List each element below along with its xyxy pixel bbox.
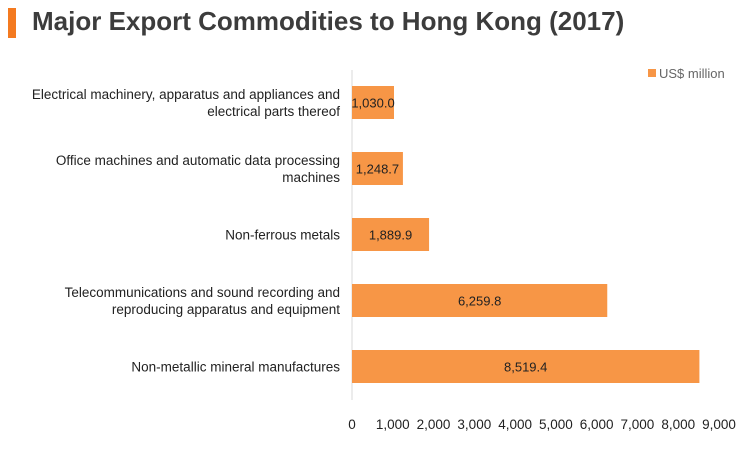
data-label: 1,889.9 [369, 228, 412, 243]
legend-label: US$ million [659, 66, 725, 81]
x-tick-label: 4,000 [498, 417, 532, 432]
data-label: 1,248.7 [356, 162, 399, 177]
x-tick-label: 9,000 [702, 417, 736, 432]
x-tick-label: 1,000 [376, 417, 410, 432]
category-label: electrical parts thereof [207, 104, 340, 119]
title-accent-bar [8, 8, 16, 38]
data-label: 6,259.8 [458, 294, 501, 309]
category-label: Office machines and automatic data proce… [56, 153, 340, 168]
data-label: 1,030.0 [351, 96, 394, 111]
category-label: reproducing apparatus and equipment [112, 302, 340, 317]
category-label: Non-metallic mineral manufactures [131, 360, 340, 375]
category-label: machines [282, 170, 340, 185]
page-title: Major Export Commodities to Hong Kong (2… [32, 6, 625, 36]
x-tick-label: 2,000 [417, 417, 451, 432]
x-tick-label: 0 [348, 417, 356, 432]
bar [352, 86, 395, 119]
x-tick-label: 3,000 [457, 417, 491, 432]
legend-swatch [648, 69, 656, 77]
bar [352, 284, 608, 317]
x-tick-label: 6,000 [580, 417, 614, 432]
category-label: Telecommunications and sound recording a… [65, 285, 340, 300]
x-tick-label: 5,000 [539, 417, 573, 432]
category-label: Non-ferrous metals [225, 228, 340, 243]
bar [352, 218, 430, 251]
x-tick-label: 8,000 [661, 417, 695, 432]
bar [352, 152, 403, 185]
category-label: Electrical machinery, apparatus and appl… [32, 87, 340, 102]
x-tick-label: 7,000 [621, 417, 655, 432]
bar [352, 350, 700, 383]
data-label: 8,519.4 [504, 360, 547, 375]
